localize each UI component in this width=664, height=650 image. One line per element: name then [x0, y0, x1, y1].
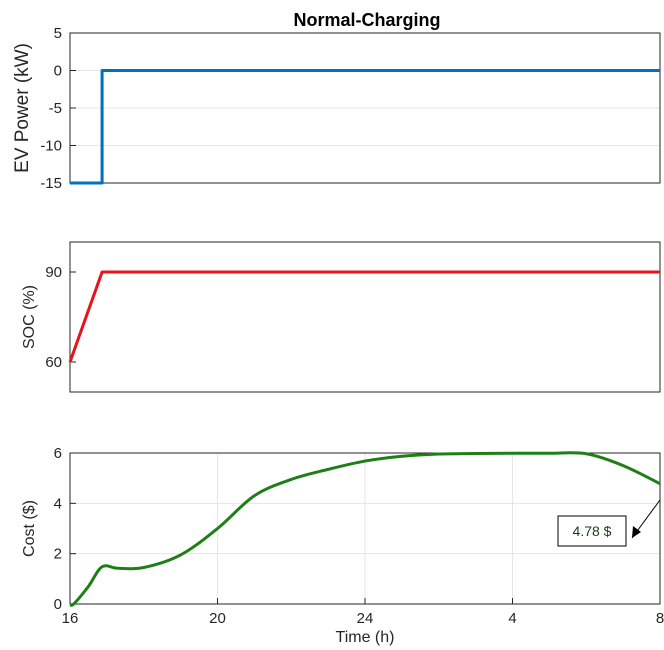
y-tick-label: 0	[54, 596, 62, 613]
annotation-arrow-head	[632, 526, 641, 538]
y-axis-label: SOC (%)	[21, 285, 38, 349]
y-axis-label: Cost ($)	[21, 500, 38, 557]
y-tick-label: -5	[49, 100, 62, 117]
series-line	[68, 270, 660, 363]
y-tick-label: 90	[45, 264, 62, 281]
chart-panel-1: 5 0 -5 -10 -15 EV Power (kW)	[12, 25, 661, 192]
annotation-box	[557, 515, 627, 547]
cost-annotation: 4.78 $	[557, 499, 661, 547]
x-tick-label: 4	[508, 610, 516, 627]
axes-box	[69, 241, 661, 393]
y-tick-label: 4	[54, 495, 62, 512]
y-tick-label: 60	[45, 354, 62, 371]
annotation-text: 4.78 $	[573, 523, 612, 539]
y-tick-label: 6	[54, 445, 62, 462]
x-tick-label: 24	[357, 610, 374, 627]
y-tick-label: 0	[54, 63, 62, 80]
figure-title: Normal-Charging	[293, 10, 440, 30]
x-tick-label: 16	[62, 610, 79, 627]
series-line	[70, 69, 660, 185]
y-tick-label: -10	[40, 138, 62, 155]
y-tick-label: 5	[54, 25, 62, 42]
y-tick-label: -15	[40, 175, 62, 192]
y-axis-label: EV Power (kW)	[12, 43, 33, 173]
chart-panel-2: 90 60 SOC (%)	[21, 241, 661, 393]
series-line	[68, 451, 661, 607]
x-axis-label: Time (h)	[336, 629, 395, 646]
x-tick-label: 20	[209, 610, 226, 627]
x-tick-label: 8	[656, 610, 664, 627]
y-tick-label: 2	[54, 546, 62, 563]
